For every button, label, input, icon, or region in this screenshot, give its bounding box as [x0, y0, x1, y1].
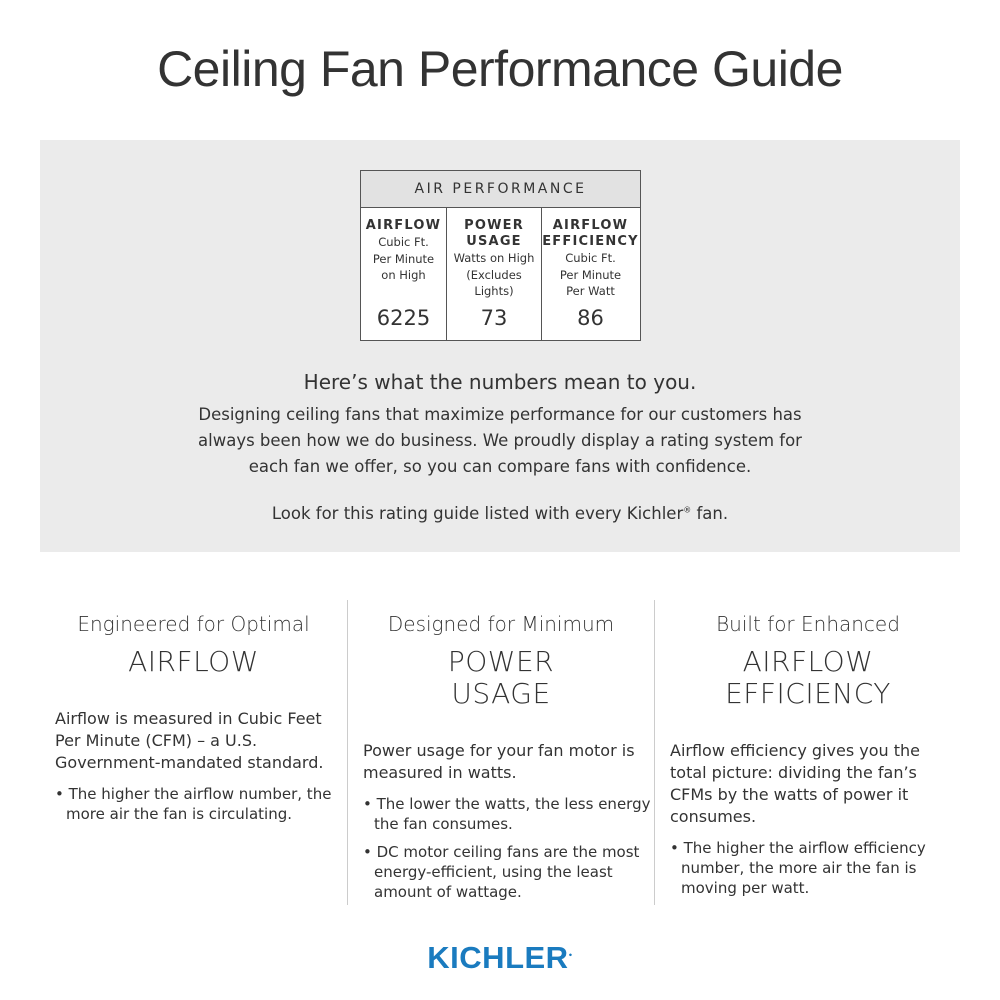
- power-usage-column: POWER USAGE Watts on High (Excludes Ligh…: [446, 208, 541, 340]
- registered-mark: ●: [568, 952, 573, 959]
- intro-text: Designing ceiling fans that maximize per…: [198, 405, 802, 476]
- table-header: AIR PERFORMANCE: [361, 171, 640, 208]
- feature-lead: Built for Enhanced: [716, 612, 900, 636]
- bullet: The higher the airflow efficiency number…: [670, 838, 960, 898]
- feature-lead: Engineered for Optimal: [77, 612, 310, 636]
- logo-text: KICHLER: [427, 940, 569, 975]
- page-title: Ceiling Fan Performance Guide: [157, 41, 843, 97]
- power-usage-value: 73: [480, 306, 508, 330]
- column-note: on High: [381, 268, 426, 282]
- registered-mark: ®: [683, 505, 692, 515]
- column-heading: AIRFLOW: [365, 218, 442, 233]
- kichler-logo: KICHLER●: [0, 940, 1000, 976]
- column-heading: POWER USAGE: [464, 218, 524, 249]
- feature-body: Power usage for your fan motor is measur…: [363, 741, 635, 782]
- feature-lead: Designed for Minimum: [387, 612, 615, 636]
- bullet: DC motor ceiling fans are the most energ…: [363, 842, 653, 902]
- look-for-text: Look for this rating guide listed with e…: [40, 504, 960, 523]
- column-heading: AIRFLOW EFFICIENCY: [542, 218, 639, 249]
- airflow-efficiency-column: AIRFLOW EFFICIENCY Cubic Ft. Per Minute …: [541, 208, 639, 340]
- air-performance-table: AIR PERFORMANCE AIRFLOW Cubic Ft. Per Mi…: [360, 170, 641, 341]
- column-note: Per Watt: [566, 284, 615, 298]
- airflow-column: AIRFLOW Cubic Ft. Per Minute on High 622…: [361, 208, 446, 340]
- feature-title: AIRFLOW: [128, 645, 259, 678]
- airflow-value: 6225: [376, 306, 431, 330]
- look-text: Look for this rating guide listed with e…: [271, 504, 684, 523]
- airflow-efficiency-value: 86: [577, 306, 604, 330]
- column-note: Watts on High: [453, 251, 535, 265]
- feature-airflow-efficiency: Built for Enhanced AIRFLOW EFFICIENCY Ai…: [654, 600, 961, 905]
- feature-body: Airflow is measured in Cubic Feet Per Mi…: [55, 709, 324, 772]
- column-note: Cubic Ft.: [565, 251, 616, 265]
- bullet: The higher the airflow number, the more …: [55, 784, 345, 824]
- bullet: The lower the watts, the less energy the…: [363, 794, 653, 834]
- intro-heading: Here’s what the numbers mean to you.: [303, 370, 697, 394]
- feature-power-usage: Designed for Minimum POWER USAGE Power u…: [347, 600, 654, 905]
- look-text-end: fan.: [691, 504, 729, 523]
- feature-body: Airflow efficiency gives you the total p…: [670, 741, 920, 826]
- column-note: Lights): [474, 284, 514, 298]
- column-note: Cubic Ft.: [378, 235, 429, 249]
- column-note: Per Minute: [372, 251, 435, 266]
- feature-airflow: Engineered for Optimal AIRFLOW Airflow i…: [40, 600, 347, 905]
- column-note: Per Minute: [559, 267, 622, 282]
- rating-guide-panel: AIR PERFORMANCE AIRFLOW Cubic Ft. Per Mi…: [40, 140, 960, 552]
- column-note: (Excludes: [466, 267, 522, 282]
- feature-title: AIRFLOW EFFICIENCY: [725, 645, 891, 710]
- feature-title: POWER USAGE: [447, 645, 555, 710]
